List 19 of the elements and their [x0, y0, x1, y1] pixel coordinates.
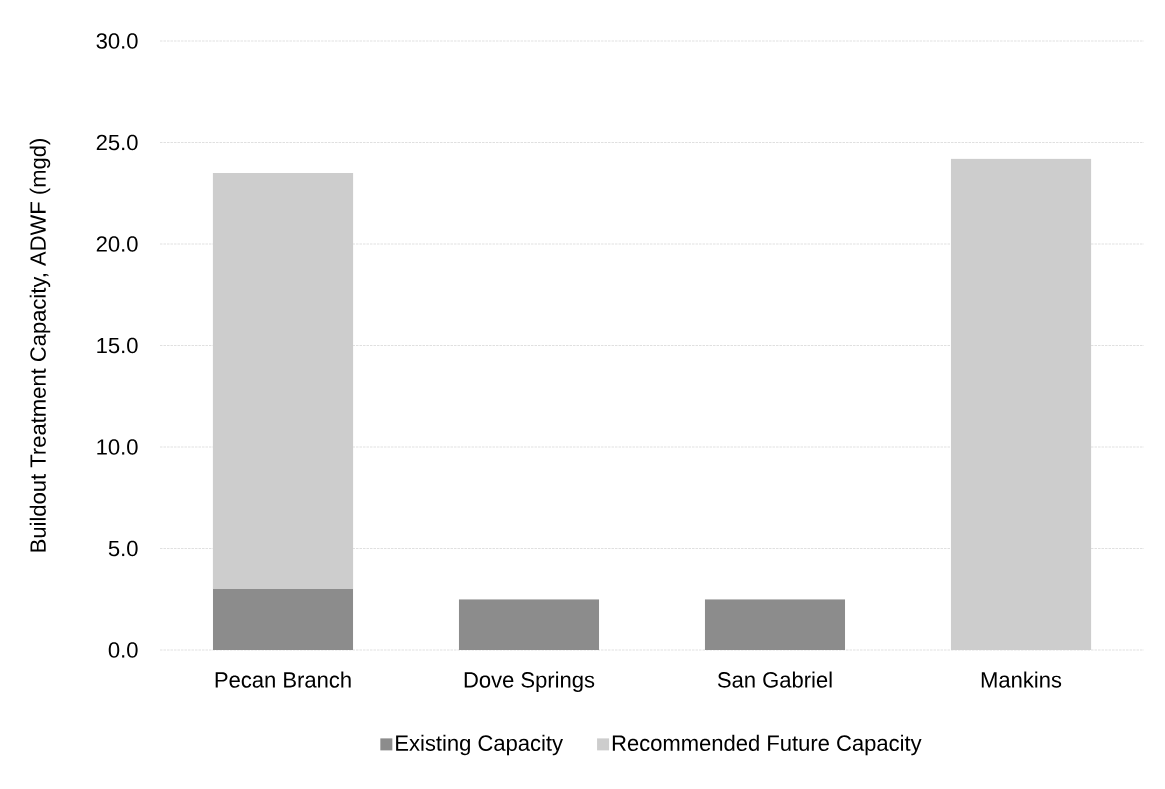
legend-label: Existing Capacity: [396, 734, 563, 756]
bar: [212, 589, 354, 650]
y-tick-label: 5.0: [108, 540, 138, 557]
x-tick-label: Pecan Branch: [215, 671, 351, 688]
y-tick-label: 10.0: [97, 439, 138, 455]
bar: [950, 158, 1092, 650]
y-tick-label: 30.0: [96, 33, 138, 49]
bar: [458, 599, 600, 650]
x-tick-label: San Gabriel: [717, 671, 832, 688]
x-tick-label: Mankins: [981, 671, 1062, 688]
y-tick-label: 15.0: [97, 337, 138, 354]
y-tick-label: 0.0: [108, 642, 138, 658]
bar: [704, 599, 846, 650]
x-tick-label: Dove Springs: [464, 671, 595, 693]
bar: [212, 172, 354, 590]
legend-label: Recommended Future Capacity: [612, 734, 922, 756]
y-tick-label: 20.0: [96, 236, 138, 252]
y-tick-label: 25.0: [96, 134, 138, 151]
y-axis-title: Buildout Treatment Capacity, ADWF (mgd): [29, 139, 51, 552]
